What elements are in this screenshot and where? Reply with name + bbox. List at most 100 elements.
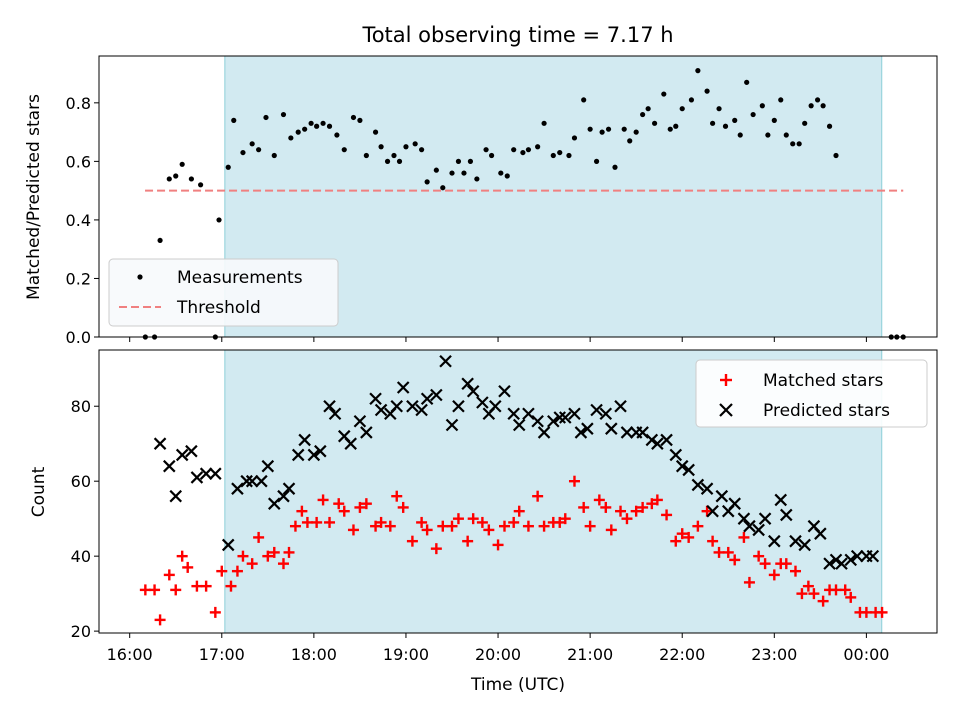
measurement-point (378, 144, 384, 150)
predicted-point (844, 553, 858, 567)
matched-point (670, 535, 682, 547)
measurement-point (280, 111, 287, 118)
predicted-point (752, 523, 765, 537)
matched-point (324, 516, 336, 528)
measurement-point (566, 152, 572, 159)
matched-point (163, 569, 175, 581)
matched-point (759, 558, 771, 570)
matched-point (738, 531, 750, 543)
matched-point (722, 546, 734, 558)
predicted-point (445, 418, 459, 432)
measurement-point (341, 147, 347, 153)
measurement-point (571, 135, 578, 141)
legend-predicted-marker (719, 403, 733, 417)
legend-measurements-marker (137, 274, 143, 280)
count-series (139, 354, 888, 626)
chart-title: Total observing time = 7.17 h (361, 23, 673, 47)
measurement-point (627, 138, 633, 144)
measurement-point (419, 147, 425, 153)
matched-point (397, 501, 409, 513)
matched-point (713, 546, 725, 558)
legend-predicted-label: Predicted stars (763, 401, 890, 421)
matched-point (630, 505, 642, 517)
predicted-point (231, 482, 244, 495)
measurement-point (667, 126, 673, 132)
predicted-point (199, 467, 213, 480)
measurement-point (173, 173, 179, 179)
measurement-point (744, 79, 750, 85)
x-tick-label: 19:00 (383, 645, 429, 664)
matched-point (600, 501, 612, 513)
predicted-point (430, 388, 443, 402)
matched-point (559, 513, 571, 525)
measurement-point (771, 117, 777, 123)
predicted-point (599, 407, 613, 420)
predicted-point (390, 399, 404, 413)
measurement-point (295, 129, 301, 135)
matched-point (277, 558, 289, 570)
predicted-point (277, 489, 290, 503)
predicted-point (282, 482, 296, 495)
measurement-point (288, 135, 294, 141)
predicted-point (636, 426, 649, 439)
matched-point (375, 516, 387, 528)
measurement-point (384, 158, 391, 164)
measurement-point (166, 176, 172, 182)
matched-point (860, 606, 872, 618)
x-tick-label: 21:00 (567, 645, 613, 664)
matched-point (683, 531, 695, 543)
predicted-point (507, 407, 520, 420)
matched-point (845, 591, 857, 603)
predicted-point (461, 377, 474, 391)
predicted-point (574, 426, 588, 439)
measurement-point (424, 179, 430, 185)
measurement-point (778, 97, 784, 103)
matched-point (191, 580, 203, 592)
measurement-point (808, 103, 814, 109)
predicted-point (240, 474, 253, 488)
measurement-point (814, 97, 821, 103)
predicted-point (452, 399, 465, 413)
predicted-point (768, 534, 781, 548)
predicted-point (466, 384, 480, 398)
predicted-point (737, 512, 751, 525)
matched-point (333, 498, 345, 510)
measurement-point (271, 152, 277, 159)
predicted-point (163, 459, 176, 473)
predicted-point (209, 467, 222, 480)
predicted-point (537, 426, 551, 439)
measurement-point (188, 176, 194, 182)
matched-point (676, 528, 688, 540)
matched-point (311, 516, 323, 528)
predicted-point (835, 557, 848, 570)
matched-point (139, 584, 151, 596)
measurement-point (302, 126, 308, 132)
matched-point (289, 520, 301, 532)
matched-point (200, 580, 212, 592)
matched-point (538, 520, 550, 532)
predicted-point (823, 557, 836, 570)
matched-point (416, 516, 428, 528)
measurement-point (396, 158, 403, 164)
measurement-point (488, 152, 495, 159)
measurement-point (651, 120, 658, 126)
matched-point (182, 561, 194, 573)
predicted-point (261, 459, 275, 473)
predicted-point (645, 433, 659, 447)
matched-point (370, 520, 382, 532)
predicted-point (489, 399, 502, 413)
predicted-point (675, 459, 689, 473)
measurement-point (599, 129, 605, 135)
matched-point (467, 513, 479, 525)
y-tick-label: 0.0 (66, 328, 91, 347)
measurement-point (557, 149, 563, 156)
matched-point (637, 501, 649, 513)
predicted-point (291, 448, 305, 462)
measurement-point (704, 88, 710, 94)
y-tick-label: 0.8 (66, 94, 91, 113)
matched-point (817, 595, 829, 607)
measurement-point (826, 123, 833, 129)
x-tick-label: 00:00 (843, 645, 889, 664)
matched-point (421, 524, 433, 536)
measurement-point (483, 147, 489, 153)
